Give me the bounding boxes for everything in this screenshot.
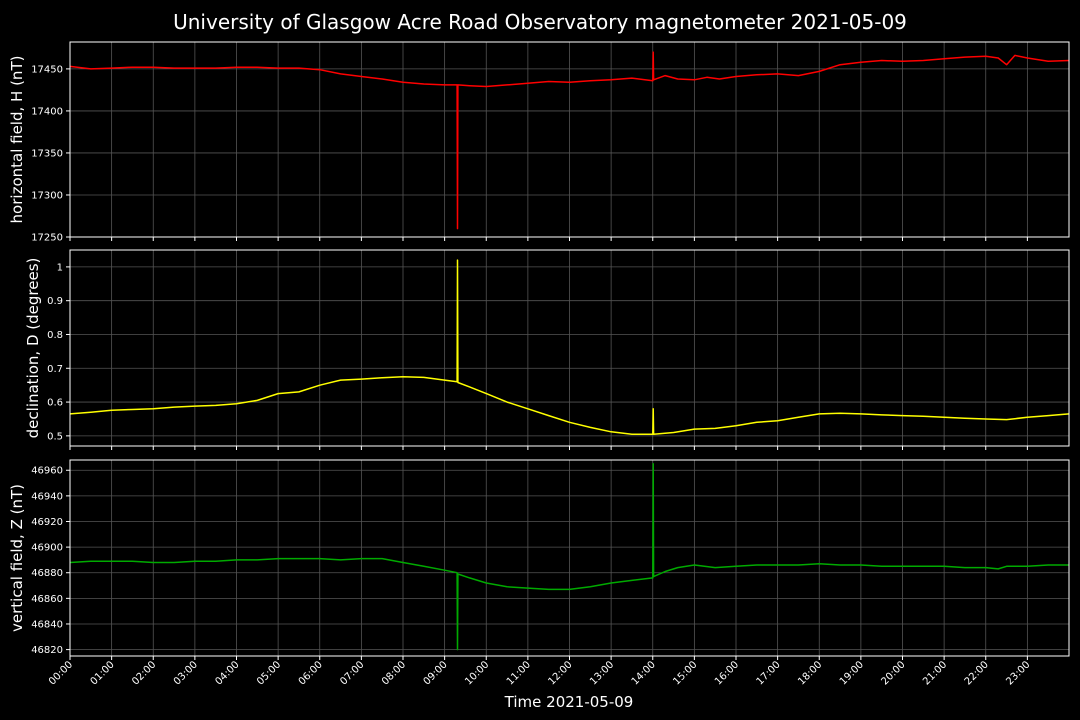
x-tick-label: 18:00 bbox=[796, 659, 824, 687]
x-tick-label: 06:00 bbox=[297, 659, 325, 687]
series-line-1 bbox=[69, 259, 1070, 435]
y-tick-label: 46940 bbox=[31, 491, 63, 502]
x-tick-label: 00:00 bbox=[47, 659, 75, 687]
panel-frame bbox=[69, 249, 1070, 447]
y-tick-label: 46900 bbox=[31, 543, 63, 554]
x-axis-ticks: 00:00 01:00 02:00 03:00 04:00 05:00 06:00 07:00… bbox=[47, 659, 1033, 687]
x-tick-label: 11:00 bbox=[505, 659, 533, 687]
series-line-2 bbox=[69, 463, 1069, 651]
x-tick-label: 07:00 bbox=[338, 659, 366, 687]
x-tick-label: 19:00 bbox=[838, 659, 866, 687]
y-tick-label: 0.8 bbox=[47, 330, 63, 341]
x-tick-label: 03:00 bbox=[172, 659, 200, 687]
x-tick-label: 05:00 bbox=[255, 659, 283, 687]
panel-1: 0.5 0.6 0.7 0.8 0.9 1 declination, D (degrees) bbox=[24, 249, 1070, 450]
x-tick-label: 20:00 bbox=[879, 659, 907, 687]
y-tick-label: 46860 bbox=[31, 594, 63, 605]
x-tick-label: 13:00 bbox=[588, 659, 616, 687]
panel-2: 46820 46840 46860 46880 46900 46920 46940 46960… bbox=[8, 459, 1070, 660]
y-tick-label: 46960 bbox=[31, 466, 63, 477]
y-tick-label: 17400 bbox=[31, 106, 63, 117]
chart-title: University of Glasgow Acre Road Observat… bbox=[173, 10, 907, 34]
y-tick-label: 0.9 bbox=[47, 296, 63, 307]
x-tick-label: 02:00 bbox=[130, 659, 158, 687]
y-tick-label: 0.7 bbox=[47, 364, 63, 375]
y-tick-label: 17350 bbox=[31, 148, 63, 159]
y-tick-label: 17250 bbox=[31, 233, 63, 244]
chart-panels: 17250 17300 17350 17400 17450 horizontal fiel… bbox=[8, 41, 1070, 660]
y-axis-label: horizontal field, H (nT) bbox=[8, 56, 26, 224]
x-tick-label: 22:00 bbox=[963, 659, 991, 687]
y-tick-label: 46840 bbox=[31, 619, 63, 630]
x-tick-label: 10:00 bbox=[463, 659, 491, 687]
y-axis-label: declination, D (degrees) bbox=[24, 258, 42, 439]
x-tick-label: 15:00 bbox=[671, 659, 699, 687]
y-tick-label: 17300 bbox=[31, 190, 63, 201]
x-tick-label: 12:00 bbox=[546, 659, 574, 687]
y-tick-label: 46920 bbox=[31, 517, 63, 528]
x-tick-label: 23:00 bbox=[1004, 659, 1032, 687]
y-tick-label: 46820 bbox=[31, 645, 63, 656]
x-tick-label: 08:00 bbox=[380, 659, 408, 687]
panel-0: 17250 17300 17350 17400 17450 horizontal fiel… bbox=[8, 41, 1070, 244]
y-tick-label: 0.5 bbox=[47, 431, 63, 442]
y-tick-label: 1 bbox=[57, 262, 63, 273]
x-axis-label: Time 2021-05-09 bbox=[504, 693, 634, 711]
x-tick-label: 01:00 bbox=[89, 659, 117, 687]
panel-frame bbox=[69, 41, 1070, 238]
x-tick-label: 14:00 bbox=[630, 659, 658, 687]
x-tick-label: 09:00 bbox=[422, 659, 450, 687]
y-tick-label: 46880 bbox=[31, 568, 63, 579]
x-tick-label: 21:00 bbox=[921, 659, 949, 687]
series-line-0 bbox=[69, 51, 1070, 230]
x-tick-label: 04:00 bbox=[213, 659, 241, 687]
panel-frame bbox=[69, 459, 1070, 657]
y-tick-label: 17450 bbox=[31, 64, 63, 75]
y-tick-label: 0.6 bbox=[47, 398, 63, 409]
x-tick-label: 17:00 bbox=[755, 659, 783, 687]
y-axis-label: vertical field, Z (nT) bbox=[8, 484, 26, 632]
x-tick-label: 16:00 bbox=[713, 659, 741, 687]
